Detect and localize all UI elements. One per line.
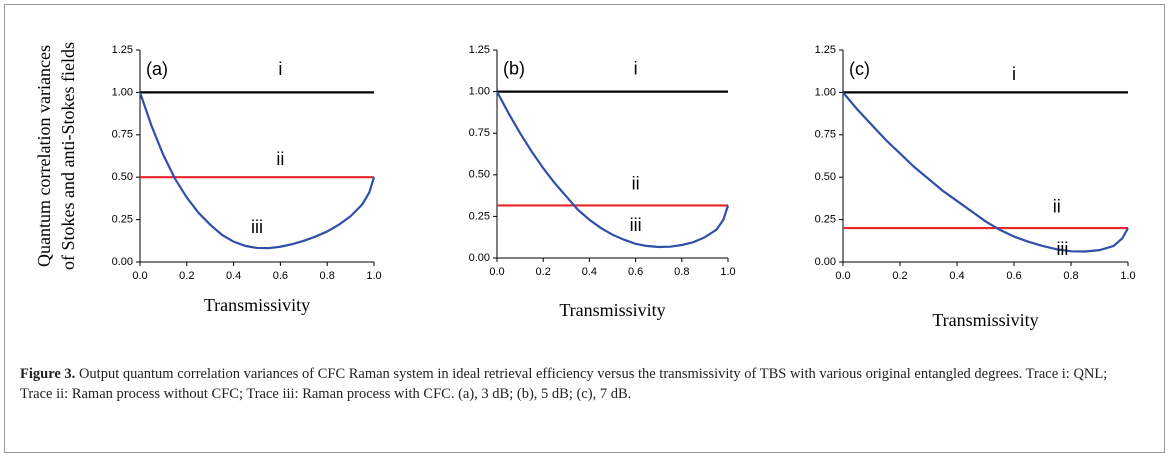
- y-tick-label: 0.50: [469, 169, 490, 181]
- y-tick-label: 1.25: [469, 44, 490, 56]
- panel-label: (a): [146, 59, 168, 79]
- x-tick-label: 0.2: [179, 270, 194, 282]
- caption: Figure 3. Output quantum correlation var…: [20, 364, 1140, 404]
- x-tick-label: 0.6: [1006, 270, 1021, 282]
- panel-label: (c): [849, 59, 870, 79]
- y-tick-label: 0.25: [815, 214, 836, 226]
- series-label: iii: [630, 215, 642, 235]
- y-tick-label: 0.50: [815, 171, 836, 183]
- x-tick-label: 0.4: [949, 270, 964, 282]
- series-label: iii: [251, 217, 263, 237]
- series-line: [842, 91, 1129, 253]
- y-tick-label: 0.25: [112, 214, 133, 226]
- y-tick-label: 1.25: [112, 44, 133, 56]
- x-tick-label: 1.0: [1120, 270, 1135, 282]
- series-label: iii: [1056, 239, 1068, 259]
- series-label: i: [278, 59, 282, 79]
- y-tick-label: 1.00: [815, 86, 836, 98]
- y-axis-label: Quantum correlation variances: [34, 45, 54, 267]
- x-tick-label: 0.2: [892, 270, 907, 282]
- y-tick-label: 1.00: [112, 86, 133, 98]
- series-label: ii: [276, 149, 284, 169]
- x-tick-label: 0.4: [226, 270, 241, 282]
- x-tick-label: 0.0: [835, 270, 850, 282]
- y-tick-label: 0.00: [469, 252, 490, 264]
- y-tick-label: 0.75: [815, 129, 836, 141]
- y-tick-label: 1.00: [469, 86, 490, 98]
- x-tick-label: 1.0: [366, 270, 381, 282]
- series-label: i: [1012, 64, 1016, 84]
- y-axis-label: of Stokes and anti-Stokes fields: [58, 42, 78, 270]
- series-label: i: [634, 59, 638, 79]
- x-tick-label: 0.0: [132, 270, 147, 282]
- x-tick-label: 0.0: [489, 266, 504, 278]
- y-tick-label: 1.25: [815, 44, 836, 56]
- x-axis-label: Transmissivity: [204, 295, 310, 315]
- x-tick-label: 1.0: [720, 266, 735, 278]
- y-tick-label: 0.75: [469, 127, 490, 139]
- y-tick-label: 0.50: [112, 171, 133, 183]
- y-tick-label: 0.25: [469, 210, 490, 222]
- x-tick-label: 0.6: [628, 266, 643, 278]
- figure: 0.00 0.25 0.50 0.75 1.00 1.25 0.0 0.2 0.4 0.6 0.8 1…: [34, 42, 1136, 330]
- y-tick-label: 0.00: [815, 256, 836, 268]
- x-tick-label: 0.6: [273, 270, 288, 282]
- x-tick-label: 0.2: [536, 266, 551, 278]
- series-line: [138, 92, 376, 250]
- y-tick-label: 0.75: [112, 129, 133, 141]
- x-axis-label: Transmissivity: [932, 310, 1038, 330]
- series-label: ii: [632, 174, 640, 194]
- caption-label: Figure 3.: [20, 366, 76, 382]
- series-line: [496, 91, 730, 249]
- series-label: ii: [1053, 196, 1061, 216]
- panel-label: (b): [503, 59, 525, 79]
- figure-frame: [4, 4, 1165, 453]
- y-tick-label: 0.00: [112, 256, 133, 268]
- x-tick-label: 0.8: [320, 270, 335, 282]
- x-axis-label: Transmissivity: [559, 300, 665, 320]
- x-tick-label: 0.8: [1063, 270, 1078, 282]
- x-tick-label: 0.8: [674, 266, 689, 278]
- x-tick-label: 0.4: [582, 266, 597, 278]
- caption-text: Output quantum correlation variances of …: [20, 366, 1108, 402]
